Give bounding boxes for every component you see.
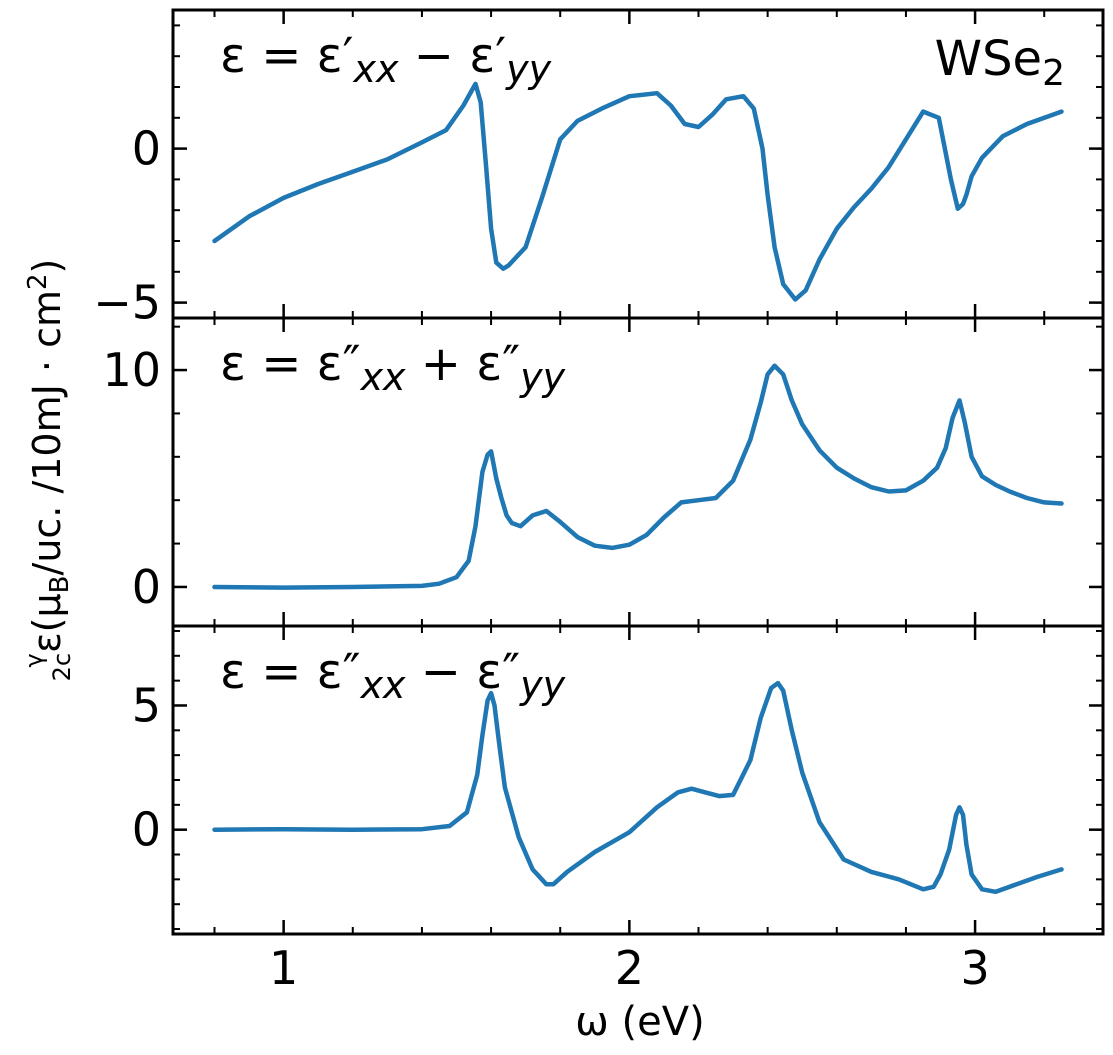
annotation-part: − ε″ [406, 644, 521, 700]
annotation-part: + ε″ [406, 336, 521, 392]
panel-annotation: ε = ε″xx − ε″yy [220, 644, 566, 707]
ylabel-sup: 2 [23, 273, 53, 290]
x-tick-label: 2 [615, 941, 644, 995]
x-axis-label: ω (eV) [575, 999, 704, 1045]
annotation-part: ε = ε″ [220, 336, 361, 392]
annotation-part: xx [360, 663, 406, 707]
y-axis-label: γ2cε(μB/uc. /10mJ · cm2) [20, 259, 76, 682]
annotation-part: xx [353, 47, 399, 91]
y-tick-label: 10 [102, 343, 161, 397]
y-tick-label: 5 [132, 678, 161, 732]
y-tick-label: 0 [132, 803, 161, 857]
annotation-part: yy [505, 47, 551, 91]
ylabel-close: ) [25, 259, 69, 274]
series-line-real-part-difference [215, 84, 1062, 300]
svg-text:γ2cε(μB/uc. /10mJ · cm2): γ2cε(μB/uc. /10mJ · cm2) [20, 259, 76, 682]
annotation-part: xx [360, 355, 406, 399]
y-tick-label: −5 [93, 276, 161, 330]
annotation-part: ε = ε″ [220, 644, 361, 700]
annotation-part: ε = ε′ [220, 28, 354, 84]
panel-annotation: ε = ε′xx − ε′yy [220, 28, 552, 91]
x-tick-label: 3 [960, 941, 989, 995]
ylabel-frac-num: γ [20, 653, 48, 667]
x-tick-label: 1 [269, 941, 298, 995]
panel-imag-part-sum: 0 10 ε = ε″xx + ε″yy [102, 318, 1103, 626]
series-line-imag-part-sum [215, 366, 1062, 588]
figure: 0−5ε = ε′xx − ε′yy010 ε = ε″xx + ε″yy05ε … [0, 0, 1113, 1055]
y-tick-label: 0 [132, 560, 161, 614]
material-label: WSe2 [935, 31, 1065, 94]
panel-imag-part-difference: 0 5 ε = ε″xx − ε″yy [132, 626, 1103, 934]
series-line-imag-part-difference [215, 683, 1062, 892]
annotation-part: yy [519, 355, 565, 399]
panel-annotation: ε = ε″xx + ε″yy [220, 336, 566, 399]
annotation-part: yy [519, 663, 565, 707]
ylabel-tail: /uc. /10mJ · cm [25, 290, 69, 575]
ylabel-frac-den: 2c [48, 653, 76, 681]
ylabel-main: ε(μ [25, 593, 69, 653]
y-tick-label: 0 [132, 122, 161, 176]
annotation-part: − ε′ [399, 28, 507, 84]
ylabel-sub: B [45, 575, 75, 593]
